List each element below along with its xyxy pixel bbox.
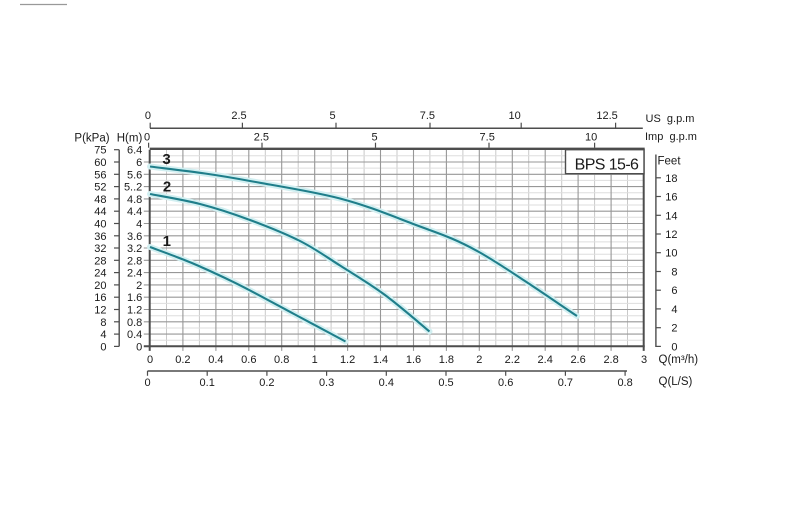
svg-text:0.4: 0.4	[379, 377, 394, 389]
svg-text:0: 0	[144, 377, 150, 389]
svg-text:2: 2	[136, 280, 142, 292]
svg-text:0: 0	[145, 110, 151, 122]
svg-text:3.6: 3.6	[127, 231, 142, 243]
svg-text:6.4: 6.4	[127, 145, 142, 157]
svg-text:0.6: 0.6	[241, 354, 256, 366]
svg-text:0.6: 0.6	[498, 377, 513, 389]
svg-text:2.4: 2.4	[127, 268, 142, 280]
svg-text:75: 75	[94, 145, 106, 157]
svg-text:12: 12	[94, 305, 106, 317]
svg-text:1.4: 1.4	[373, 354, 388, 366]
svg-text:48: 48	[94, 194, 106, 206]
svg-text:4: 4	[100, 329, 106, 341]
svg-text:0.8: 0.8	[274, 354, 289, 366]
svg-text:5.6: 5.6	[127, 169, 142, 181]
svg-text:2.8: 2.8	[127, 255, 142, 267]
svg-text:14: 14	[665, 210, 677, 222]
svg-text:0.8: 0.8	[617, 377, 632, 389]
svg-text:Q(m³/h): Q(m³/h)	[659, 354, 699, 366]
svg-text:1.6: 1.6	[406, 354, 421, 366]
svg-text:US g.p.m: US g.p.m	[646, 113, 695, 125]
svg-text:10: 10	[585, 131, 597, 143]
svg-text:7.5: 7.5	[420, 110, 435, 122]
svg-text:Imp g.p.m: Imp g.p.m	[645, 131, 697, 143]
svg-text:8: 8	[671, 267, 677, 279]
svg-text:2.2: 2.2	[505, 354, 520, 366]
svg-text:2: 2	[476, 354, 482, 366]
svg-text:5: 5	[330, 110, 336, 122]
svg-text:0.2: 0.2	[175, 354, 190, 366]
svg-text:10: 10	[508, 110, 520, 122]
svg-text:36: 36	[94, 231, 106, 243]
svg-text:12.5: 12.5	[596, 110, 617, 122]
svg-text:4: 4	[136, 219, 142, 231]
svg-text:0.2: 0.2	[259, 377, 274, 389]
svg-text:20: 20	[94, 280, 106, 292]
svg-text:7.5: 7.5	[480, 131, 495, 143]
svg-text:4.4: 4.4	[127, 206, 142, 218]
svg-text:3.2: 3.2	[127, 243, 142, 255]
svg-text:0: 0	[100, 341, 106, 353]
svg-text:0.5: 0.5	[438, 377, 453, 389]
svg-text:BPS 15-6: BPS 15-6	[575, 156, 639, 173]
svg-text:56: 56	[94, 169, 106, 181]
svg-text:2.6: 2.6	[570, 354, 585, 366]
svg-text:0.4: 0.4	[127, 329, 142, 341]
svg-text:8: 8	[100, 317, 106, 329]
svg-text:2: 2	[163, 179, 171, 196]
svg-text:60: 60	[94, 157, 106, 169]
svg-text:52: 52	[94, 182, 106, 194]
svg-text:40: 40	[94, 219, 106, 231]
svg-text:1.6: 1.6	[127, 292, 142, 304]
svg-text:1.8: 1.8	[439, 354, 454, 366]
svg-text:0: 0	[144, 131, 150, 143]
svg-text:0: 0	[671, 341, 677, 353]
svg-text:12: 12	[665, 229, 677, 241]
svg-text:P(kPa): P(kPa)	[74, 132, 109, 144]
svg-text:5: 5	[372, 131, 378, 143]
svg-text:0.4: 0.4	[208, 354, 223, 366]
svg-text:18: 18	[665, 173, 677, 185]
svg-text:2.5: 2.5	[231, 110, 246, 122]
svg-text:6: 6	[136, 157, 142, 169]
svg-text:2.4: 2.4	[538, 354, 553, 366]
svg-text:1: 1	[312, 354, 318, 366]
svg-text:32: 32	[94, 243, 106, 255]
svg-text:3: 3	[162, 151, 170, 168]
svg-text:1: 1	[163, 233, 171, 250]
svg-text:1.2: 1.2	[340, 354, 355, 366]
svg-text:0: 0	[136, 341, 142, 353]
svg-text:2.5: 2.5	[254, 131, 269, 143]
svg-text:H(m): H(m)	[117, 132, 143, 144]
svg-text:3: 3	[641, 354, 647, 366]
svg-text:0.3: 0.3	[319, 377, 334, 389]
svg-text:Feet: Feet	[658, 155, 682, 167]
svg-text:10: 10	[665, 248, 677, 260]
svg-text:16: 16	[94, 292, 106, 304]
svg-text:4: 4	[671, 304, 677, 316]
svg-text:4.8: 4.8	[127, 194, 142, 206]
svg-text:1.2: 1.2	[127, 305, 142, 317]
svg-text:0.7: 0.7	[558, 377, 573, 389]
svg-text:5..2: 5..2	[124, 182, 142, 194]
svg-text:16: 16	[665, 192, 677, 204]
svg-text:24: 24	[94, 268, 106, 280]
svg-text:44: 44	[94, 206, 106, 218]
svg-text:0.1: 0.1	[200, 377, 215, 389]
svg-text:28: 28	[94, 255, 106, 267]
svg-text:0.8: 0.8	[127, 317, 142, 329]
svg-text:6: 6	[671, 285, 677, 297]
svg-text:Q(L/S): Q(L/S)	[659, 376, 693, 388]
svg-text:0: 0	[147, 354, 153, 366]
svg-text:2: 2	[671, 323, 677, 335]
svg-text:2.8: 2.8	[603, 354, 618, 366]
